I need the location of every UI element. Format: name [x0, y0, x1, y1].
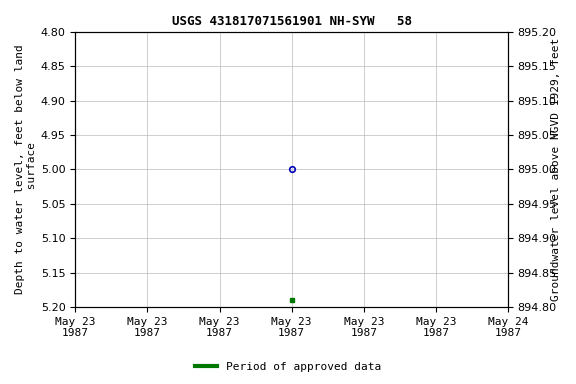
- Title: USGS 431817071561901 NH-SYW   58: USGS 431817071561901 NH-SYW 58: [172, 15, 412, 28]
- Y-axis label: Groundwater level above NGVD 1929, feet: Groundwater level above NGVD 1929, feet: [551, 38, 561, 301]
- Y-axis label: Depth to water level, feet below land
 surface: Depth to water level, feet below land su…: [15, 45, 37, 294]
- Legend: Period of approved data: Period of approved data: [191, 358, 385, 377]
